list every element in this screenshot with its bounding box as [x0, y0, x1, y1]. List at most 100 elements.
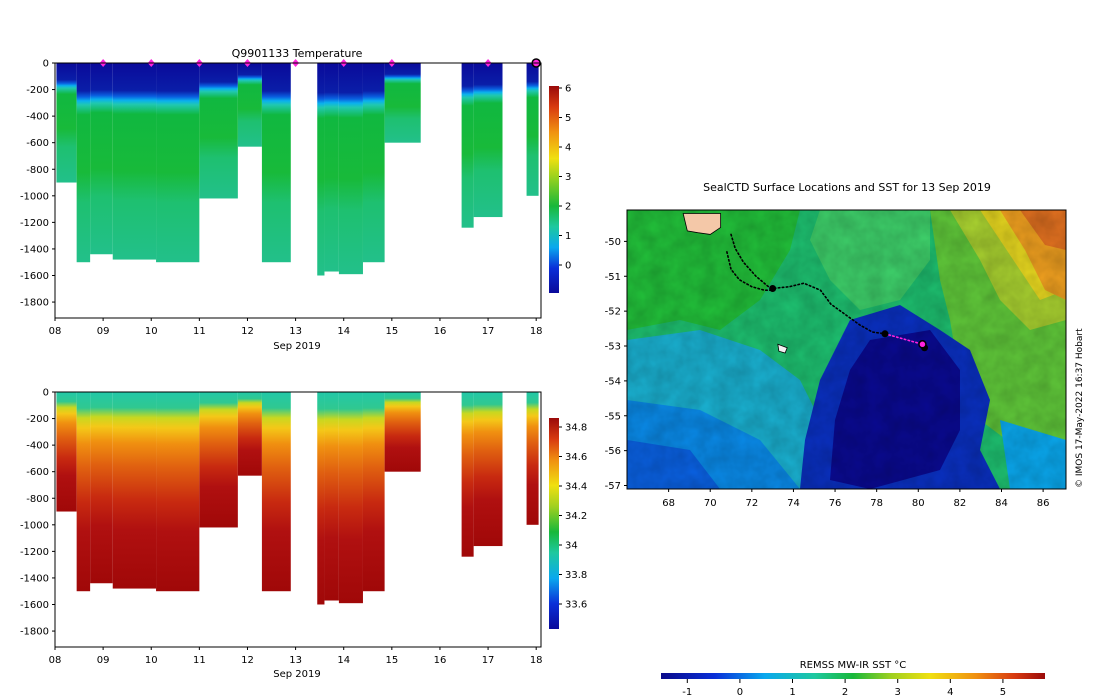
depth-tick-label: -600: [26, 138, 49, 149]
depth-tick-label: -1200: [20, 218, 49, 229]
salinity-profile-column: [526, 392, 539, 525]
colorbar-tick-label: 34: [565, 541, 578, 552]
salinity-axes-frame: [54, 391, 542, 648]
seal-track: [726, 233, 929, 352]
temperature-profile-column: [461, 63, 474, 228]
sst-tick-label: 4: [947, 687, 953, 698]
time-tick-label: 08: [49, 326, 62, 337]
sst-map-panel: SealCTD Surface Locations and SST for 13…: [605, 181, 1085, 509]
temperature-xlabel: Sep 2019: [273, 341, 320, 352]
time-tick-label: 12: [241, 326, 254, 337]
latitude-tick-label: -52: [605, 307, 621, 318]
salinity-profile-column: [317, 392, 325, 605]
sst-tick-label: 1: [789, 687, 795, 698]
depth-tick-label: -400: [26, 112, 49, 123]
longitude-tick-label: 68: [662, 498, 675, 509]
temperature-profile-column: [338, 63, 363, 275]
time-tick-label: 14: [337, 655, 350, 666]
colorbar-tick-label: 2: [565, 202, 571, 213]
colorbar-tick-label: 34.8: [565, 423, 587, 434]
longitude-tick-label: 78: [870, 498, 883, 509]
longitude-tick-label: 72: [745, 498, 758, 509]
depth-tick-label: -1400: [20, 244, 49, 255]
temperature-profile-column: [76, 63, 91, 263]
salinity-profile-column: [324, 392, 339, 601]
colorbar-tick-label: 34.4: [565, 482, 587, 493]
colorbar-tick-label: 5: [565, 113, 571, 124]
land-heard: [777, 343, 788, 354]
temperature-profile-column: [112, 63, 157, 260]
current-location-marker: [918, 340, 927, 349]
temperature-profile-column: [237, 63, 262, 147]
time-tick-label: 13: [289, 326, 302, 337]
time-tick-label: 15: [385, 655, 398, 666]
temperature-profile-column: [90, 63, 113, 255]
land-kerguelen: [682, 213, 722, 235]
salinity-depth-ticks: 0 -200 -400 -600 -800 -1000 -1200 -1400 -1600 -18…: [20, 388, 55, 638]
latitude-tick-label: -50: [605, 237, 621, 248]
time-tick-label: 16: [434, 655, 447, 666]
sst-field: [627, 210, 1066, 489]
depth-tick-label: -1000: [20, 191, 49, 202]
longitude-ticks: 68 70 72 74 76 78 80 82 84 86: [662, 489, 1049, 509]
salinity-time-ticks: 08 09 10 11 12 13 14 15 16 17 18: [49, 647, 543, 666]
map-title: SealCTD Surface Locations and SST for 13…: [703, 181, 991, 194]
time-tick-label: 11: [193, 326, 206, 337]
depth-tick-label: -800: [26, 165, 49, 176]
colorbar-tick-label: 1: [565, 231, 571, 242]
seal-track-recent: [884, 333, 924, 346]
salinity-colorbar: [549, 418, 559, 629]
longitude-tick-label: 82: [954, 498, 967, 509]
time-tick-label: 16: [434, 326, 447, 337]
map-credit: © IMOS 17-May-2022 16:37 Hobart: [1075, 328, 1085, 488]
colorbar-tick-label: 34.2: [565, 511, 587, 522]
depth-tick-label: 0: [43, 59, 49, 70]
sst-tick-label: 3: [895, 687, 901, 698]
depth-tick-label: -600: [26, 467, 49, 478]
colorbar-tick-label: 33.8: [565, 570, 587, 581]
seal-track-segment: [726, 251, 774, 292]
salinity-profile-column: [261, 392, 291, 592]
time-tick-label: 10: [145, 655, 158, 666]
colorbar-tick-label: 6: [565, 84, 571, 95]
temperature-profile-column: [261, 63, 291, 263]
depth-tick-label: -1400: [20, 573, 49, 584]
land-masses: [682, 213, 788, 354]
salinity-panel: 0 -200 -400 -600 -800 -1000 -1200 -1400 -1600 -18…: [20, 388, 587, 681]
temperature-profile-column: [362, 63, 385, 263]
colorbar-tick-label: 3: [565, 172, 571, 183]
latitude-tick-label: -51: [605, 272, 621, 283]
time-tick-label: 11: [193, 655, 206, 666]
time-tick-label: 09: [97, 326, 110, 337]
temperature-profile-column: [526, 63, 539, 196]
colorbar-tick-label: 0: [565, 261, 571, 272]
salinity-profile-column: [199, 392, 238, 528]
latitude-tick-label: -55: [605, 411, 621, 422]
time-tick-label: 17: [482, 326, 495, 337]
colorbar-tick-label: 34.6: [565, 452, 587, 463]
salinity-profile-column: [90, 392, 113, 584]
sst-colorbar: [661, 673, 1045, 679]
salinity-profile-column: [338, 392, 363, 604]
latitude-ticks: -50 -51 -52 -53 -54 -55 -56 -57: [605, 237, 627, 492]
depth-tick-label: -1600: [20, 600, 49, 611]
salinity-profile-column: [112, 392, 157, 589]
depth-tick-label: -1800: [20, 298, 49, 309]
depth-tick-label: -1200: [20, 547, 49, 558]
depth-tick-label: -1600: [20, 271, 49, 282]
latitude-tick-label: -56: [605, 446, 621, 457]
time-tick-label: 09: [97, 655, 110, 666]
time-tick-label: 18: [530, 326, 543, 337]
depth-tick-label: 0: [43, 388, 49, 399]
longitude-tick-label: 70: [704, 498, 717, 509]
depth-tick-label: -200: [26, 414, 49, 425]
salinity-colorbar-ticks: 34.8 34.6 34.4 34.2 34 33.8 33.6: [559, 423, 587, 611]
ctd-surface-location: [769, 284, 777, 292]
depth-tick-label: -1800: [20, 627, 49, 638]
temperature-time-ticks: 08 09 10 11 12 13 14 15 16 17 18: [49, 318, 543, 337]
longitude-tick-label: 76: [829, 498, 842, 509]
time-tick-label: 18: [530, 655, 543, 666]
temperature-profile-column: [473, 63, 503, 218]
sst-tick-label: 2: [842, 687, 848, 698]
salinity-profile-column: [237, 392, 262, 476]
